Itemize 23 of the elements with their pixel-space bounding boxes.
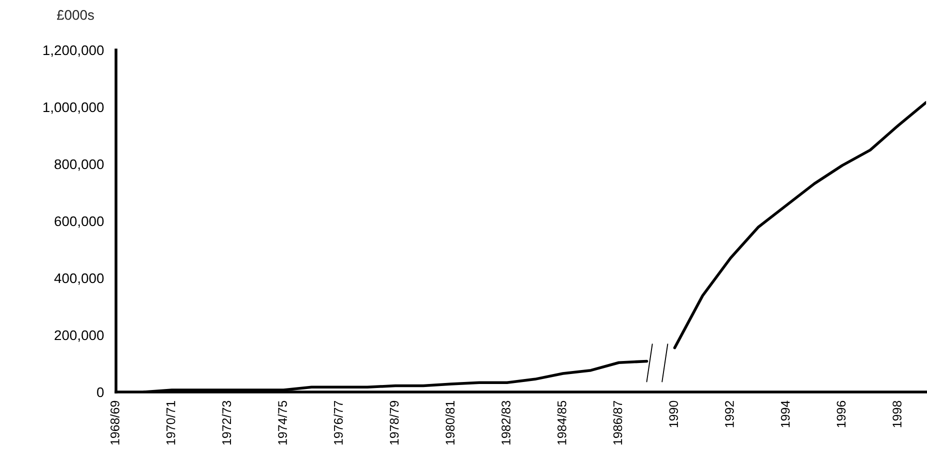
x-tick-label: 1976/77 xyxy=(334,400,343,445)
y-axis-title: £000s xyxy=(56,10,94,20)
y-tick-label: 1,000,000 xyxy=(43,102,104,114)
x-tick-label: 1978/79 xyxy=(390,400,399,445)
x-tick-label: 1974/75 xyxy=(278,400,287,445)
y-tick-label: 200,000 xyxy=(54,330,104,342)
x-tick-label: 1994 xyxy=(780,400,790,428)
y-tick-label: 0 xyxy=(97,387,104,398)
x-tick-label: 1982/83 xyxy=(501,400,510,445)
x-tick-label: 1998 xyxy=(892,400,902,428)
y-tick-label: 400,000 xyxy=(54,273,104,285)
x-tick-label: 1996 xyxy=(836,400,846,428)
x-tick-label: 1986/87 xyxy=(612,400,622,445)
y-tick-label: 800,000 xyxy=(54,159,104,171)
y-tick-label: 600,000 xyxy=(54,216,104,228)
x-tick-label: 1992 xyxy=(725,400,734,428)
x-tick-label: 1968/69 xyxy=(110,400,120,445)
x-tick-label: 1980/81 xyxy=(445,400,455,445)
x-tick-label: 1970/71 xyxy=(166,400,176,445)
x-tick-label: 1990 xyxy=(669,400,678,428)
x-tick-label: 1972/73 xyxy=(222,400,232,445)
y-tick-label: 1,200,000 xyxy=(43,45,104,57)
x-tick-label: 1984/85 xyxy=(557,400,566,445)
